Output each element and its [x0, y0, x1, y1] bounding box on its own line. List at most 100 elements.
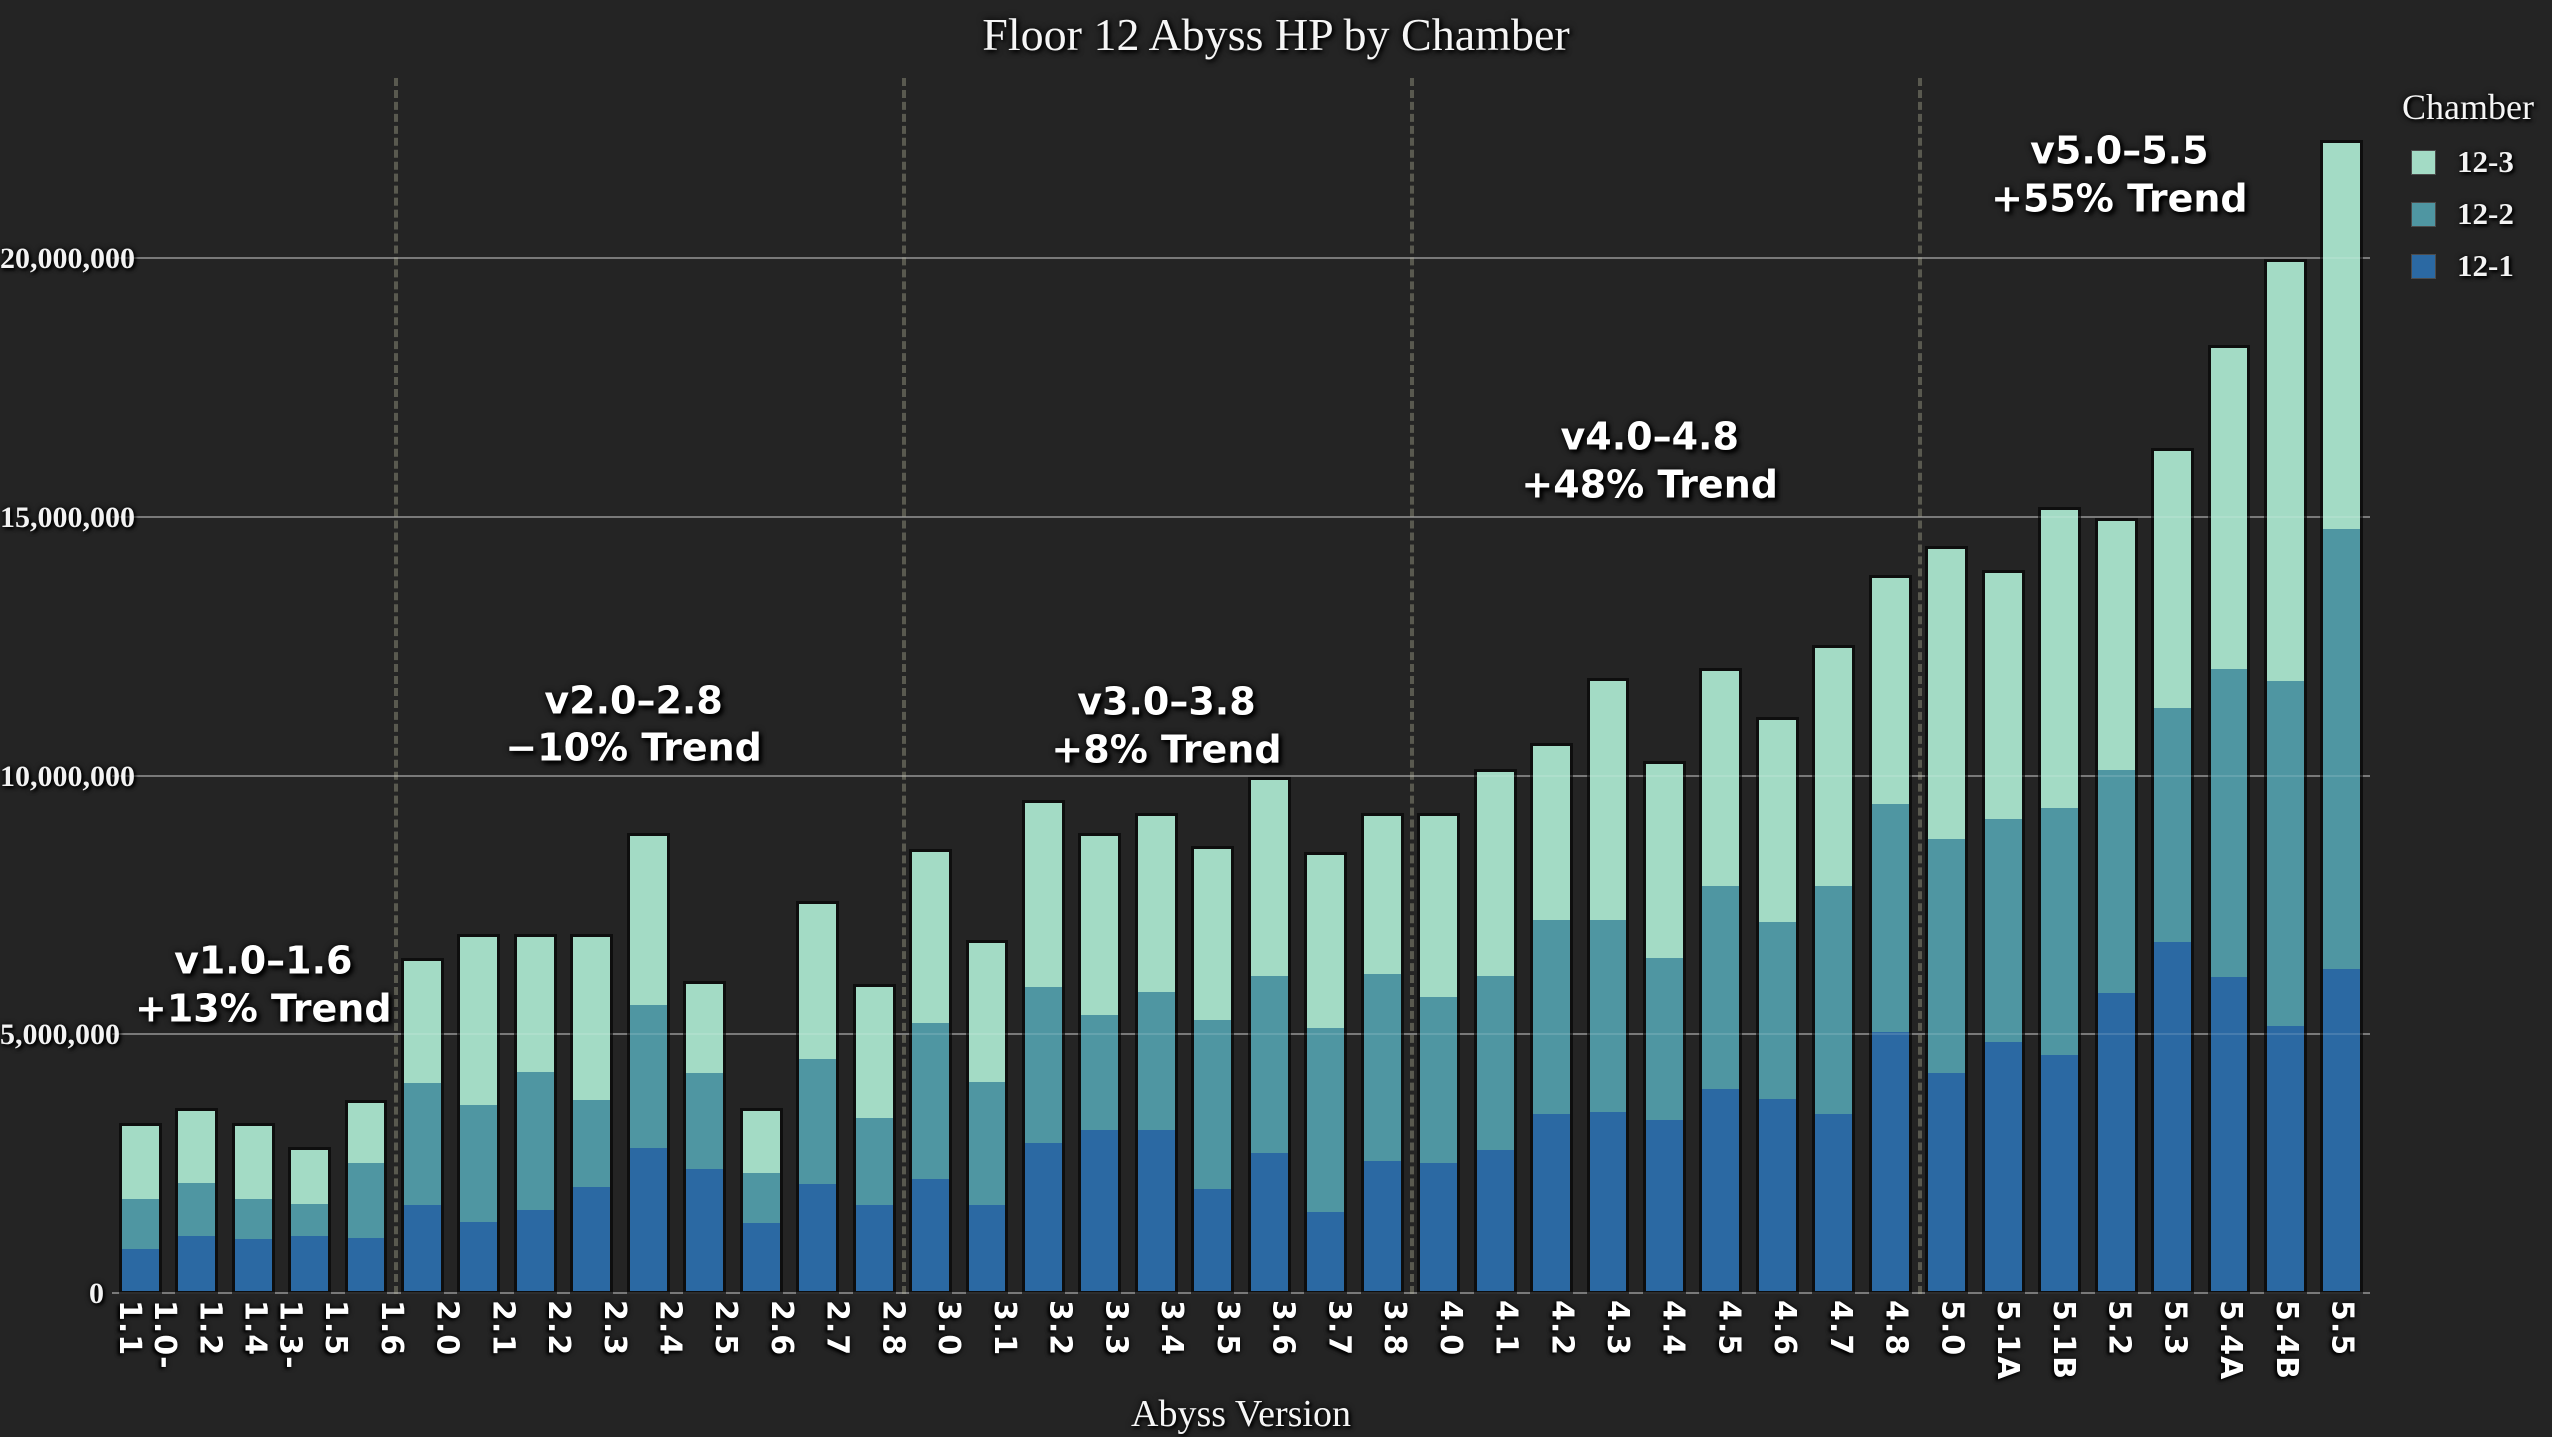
- x-tick-slot: 3.0: [921, 1300, 977, 1410]
- bar-segment-5.1A-chamber-12-2: [1984, 818, 2022, 1043]
- bar-segment-4.4-chamber-12-1: [1646, 1119, 1683, 1291]
- bar-segment-1.5-chamber-12-2: [291, 1204, 329, 1237]
- bar-slot-2.8: [846, 78, 902, 1294]
- bar-segment-1.6-chamber-12-3: [347, 1102, 385, 1164]
- bar-slot-4.1: [1467, 78, 1523, 1294]
- stacked-bar-5.3: [2151, 447, 2194, 1294]
- bar-segment-3.8-chamber-12-1: [1363, 1160, 1401, 1291]
- y-tick-label: 0: [89, 1277, 104, 1310]
- stacked-bar-2.6: [739, 1107, 783, 1294]
- x-tick-label-3.8: 3.8: [1377, 1300, 1413, 1357]
- x-tick-slot: 5.2: [2091, 1300, 2147, 1410]
- bar-slot-5.0: [1919, 78, 1975, 1294]
- bar-segment-2.8-chamber-12-3: [855, 986, 893, 1119]
- bar-segment-4.3-chamber-12-2: [1589, 919, 1627, 1112]
- bar-segment-2.3-chamber-12-3: [573, 937, 611, 1101]
- bar-segment-2.6-chamber-12-2: [742, 1173, 780, 1224]
- x-tick-label-3.7: 3.7: [1321, 1300, 1357, 1357]
- bar-segment-4.0-chamber-12-1: [1420, 1163, 1458, 1292]
- bar-segment-5.5-chamber-12-1: [2323, 969, 2361, 1291]
- bar-segment-5.3-chamber-12-1: [2154, 941, 2191, 1291]
- x-axis-title: Abyss Version: [1131, 1393, 1351, 1435]
- x-axis-tick-labels: 1.0-1.1 1.2 1.3-1.4 1.5 1.6 2.0 2.1 2.2 2.3 2.4 2.…: [112, 1300, 2370, 1410]
- stacked-bar-4.7: [1812, 644, 1856, 1294]
- gridline-0: [112, 1292, 2370, 1294]
- bar-segment-4.7-chamber-12-1: [1815, 1114, 1853, 1292]
- bar-segment-3.3-chamber-12-1: [1081, 1130, 1119, 1291]
- bar-slot-4.4: [1636, 78, 1692, 1294]
- x-tick-slot: 4.8: [1868, 1300, 1924, 1410]
- bar-slot-1.5: [281, 78, 337, 1294]
- bar-segment-3.1-chamber-12-1: [968, 1204, 1006, 1291]
- bar-segment-2.3-chamber-12-1: [573, 1186, 611, 1291]
- x-tick-label-2.3: 2.3: [596, 1300, 632, 1357]
- bar-segment-2.8-chamber-12-1: [855, 1204, 893, 1292]
- bar-segment-5.4A-chamber-12-3: [2210, 347, 2248, 669]
- version-group-separator: [394, 78, 399, 1294]
- stacked-bar-3.5: [1191, 846, 1235, 1294]
- bar-slot-4.8: [1862, 78, 1918, 1294]
- bar-segment-3.0-chamber-12-3: [912, 852, 949, 1023]
- stacked-bar-2.1: [457, 934, 501, 1294]
- stacked-bar-5.2: [2094, 517, 2138, 1294]
- x-tick-label-4.6: 4.6: [1767, 1300, 1803, 1357]
- bar-slot-5.1A: [1975, 78, 2031, 1294]
- x-tick-slot: 3.6: [1255, 1300, 1311, 1410]
- bar-segment-4.8-chamber-12-3: [1871, 577, 1909, 804]
- trend-annotation-v1.0–1.6: v1.0–1.6 +13% Trend: [135, 938, 392, 1033]
- trend-annotation-v3.0–3.8: v3.0–3.8 +8% Trend: [1051, 679, 1281, 774]
- bar-segment-1.0-1.1-chamber-12-1: [121, 1248, 159, 1291]
- legend-swatch-12-2: [2411, 201, 2436, 227]
- bar-slot-3.4: [1128, 78, 1184, 1294]
- bar-segment-3.7-chamber-12-3: [1307, 854, 1345, 1029]
- bar-segment-1.0-1.1-chamber-12-3: [121, 1126, 159, 1199]
- bar-slot-4.0: [1410, 78, 1466, 1294]
- bar-slot-5.3: [2144, 78, 2200, 1294]
- x-tick-label-4.8: 4.8: [1878, 1300, 1914, 1357]
- x-tick-slot: 3.7: [1311, 1300, 1367, 1410]
- legend-items: 12-3 12-2 12-1: [2388, 144, 2548, 284]
- x-tick-slot: 4.3: [1590, 1300, 1646, 1410]
- bar-segment-5.3-chamber-12-3: [2154, 450, 2191, 708]
- gridline-0: [112, 1292, 2370, 1294]
- bar-segment-2.3-chamber-12-2: [573, 1100, 611, 1187]
- bar-segment-3.6-chamber-12-1: [1250, 1152, 1288, 1292]
- x-tick-slot: 4.0: [1422, 1300, 1478, 1410]
- x-tick-slot: 2.3: [586, 1300, 642, 1410]
- gridline-5000000: [112, 1033, 2370, 1036]
- bar-segment-2.8-chamber-12-2: [855, 1118, 893, 1205]
- bar-slot-3.6: [1241, 78, 1297, 1294]
- bar-segment-4.8-chamber-12-2: [1871, 803, 1909, 1032]
- stacked-bar-2.2: [513, 934, 557, 1294]
- x-tick-slot: 1.2: [182, 1300, 238, 1410]
- stacked-bar-5.1A: [1981, 569, 2025, 1294]
- bar-segment-2.5-chamber-12-2: [686, 1072, 724, 1170]
- bar-segment-4.4-chamber-12-3: [1646, 764, 1683, 959]
- bar-segment-2.2-chamber-12-1: [516, 1209, 554, 1291]
- legend-title: Chamber: [2402, 87, 2534, 127]
- bar-segment-3.0-chamber-12-2: [912, 1023, 949, 1179]
- x-tick-label-4.5: 4.5: [1711, 1300, 1747, 1357]
- stacked-bar-3.1: [965, 939, 1009, 1294]
- bar-segment-4.4-chamber-12-2: [1646, 958, 1683, 1120]
- bar-segment-5.0-chamber-12-2: [1928, 839, 1966, 1073]
- bar-slot-4.7: [1806, 78, 1862, 1294]
- x-tick-label-4.2: 4.2: [1544, 1300, 1580, 1357]
- bar-segment-1.3-1.4-chamber-12-2: [234, 1198, 272, 1239]
- bar-segment-2.7-chamber-12-3: [799, 903, 837, 1060]
- bar-segment-5.1A-chamber-12-1: [1984, 1042, 2022, 1291]
- x-tick-label-5.1A: 5.1A: [1990, 1300, 2026, 1381]
- bar-segment-4.1-chamber-12-1: [1476, 1150, 1514, 1291]
- x-tick-slot: 5.0: [1924, 1300, 1980, 1410]
- x-tick-slot: 2.5: [698, 1300, 754, 1410]
- trend-annotation-v4.0–4.8: v4.0–4.8 +48% Trend: [1521, 414, 1778, 509]
- x-tick-slot: 5.4B: [2258, 1300, 2314, 1410]
- stacked-bar-1.5: [288, 1146, 332, 1294]
- annotation-line: v4.0–4.8: [1560, 414, 1739, 459]
- x-tick-slot: 3.2: [1032, 1300, 1088, 1410]
- x-tick-label-5.4B: 5.4B: [2268, 1300, 2304, 1381]
- bar-segment-4.1-chamber-12-3: [1476, 771, 1514, 977]
- bar-segment-4.0-chamber-12-2: [1420, 997, 1458, 1164]
- bar-segment-4.5-chamber-12-3: [1702, 670, 1740, 887]
- gridline-10000000: [112, 774, 2370, 777]
